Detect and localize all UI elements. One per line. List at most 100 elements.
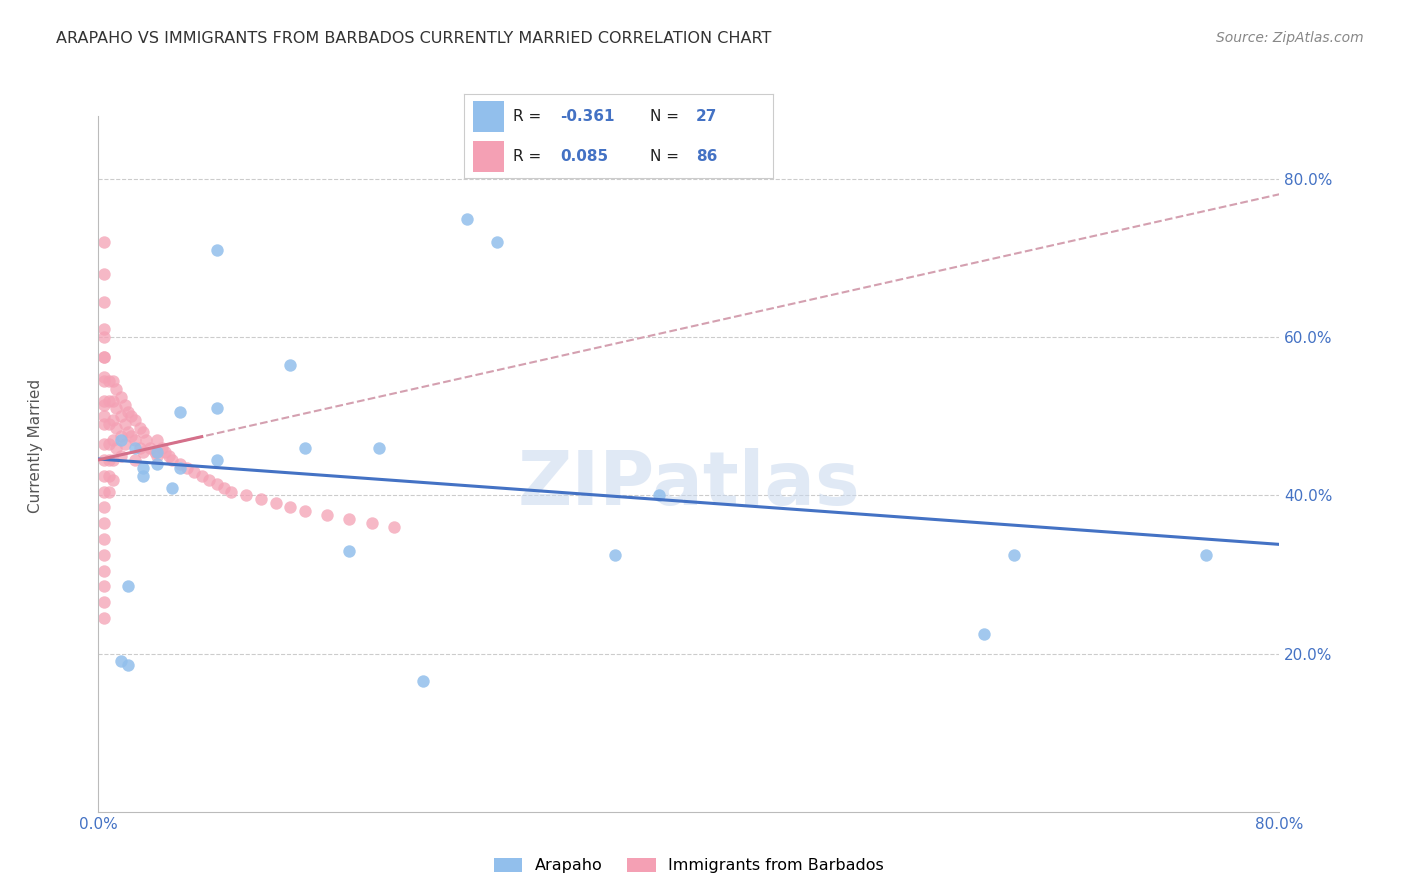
Point [264, 496, 287, 510]
Point [146, 445, 169, 459]
Point [114, 398, 136, 412]
Point [97, 484, 120, 499]
Point [205, 244, 228, 258]
Point [110, 390, 132, 404]
Point [110, 655, 132, 669]
Point [337, 543, 360, 558]
Point [132, 460, 155, 475]
Point [205, 453, 228, 467]
Text: N =: N = [650, 149, 679, 164]
Point [1195, 548, 1218, 562]
Point [103, 453, 125, 467]
Point [605, 548, 627, 562]
Point [117, 658, 139, 673]
Point [93, 235, 115, 250]
Point [117, 425, 139, 440]
Point [128, 421, 150, 435]
Point [97, 453, 120, 467]
Point [169, 405, 191, 419]
Point [360, 516, 382, 530]
Text: ARAPAHO VS IMMIGRANTS FROM BARBADOS CURRENTLY MARRIED CORRELATION CHART: ARAPAHO VS IMMIGRANTS FROM BARBADOS CURR… [56, 31, 772, 46]
Point [93, 393, 115, 408]
Point [486, 235, 509, 250]
Bar [474, 141, 505, 171]
Point [93, 453, 115, 467]
Point [146, 449, 169, 463]
Point [110, 449, 132, 463]
Text: 86: 86 [696, 149, 717, 164]
Point [93, 374, 115, 388]
Point [117, 579, 139, 593]
Point [93, 398, 115, 412]
Point [110, 409, 132, 424]
Point [143, 445, 166, 459]
Point [250, 492, 273, 507]
Point [93, 595, 115, 609]
Point [117, 405, 139, 419]
Point [93, 322, 115, 336]
Point [294, 441, 316, 455]
Point [97, 417, 120, 432]
Point [97, 374, 120, 388]
Text: N =: N = [650, 109, 679, 124]
Point [150, 441, 173, 455]
Point [103, 393, 125, 408]
Text: R =: R = [513, 109, 541, 124]
Point [337, 512, 360, 526]
Point [110, 433, 132, 447]
Point [97, 468, 120, 483]
Point [93, 350, 115, 364]
Point [124, 453, 146, 467]
Point [294, 504, 316, 518]
Text: 27: 27 [696, 109, 717, 124]
Point [176, 460, 198, 475]
Point [198, 473, 221, 487]
Point [93, 548, 115, 562]
Point [139, 441, 162, 455]
Point [219, 484, 242, 499]
Point [132, 445, 155, 459]
Point [153, 445, 176, 459]
Point [110, 429, 132, 443]
Point [124, 433, 146, 447]
Point [169, 457, 191, 471]
Point [93, 468, 115, 483]
Text: ZIPatlas: ZIPatlas [517, 448, 860, 521]
Text: Currently Married: Currently Married [28, 379, 42, 513]
Point [93, 611, 115, 625]
Point [97, 437, 120, 451]
Text: Source: ZipAtlas.com: Source: ZipAtlas.com [1216, 31, 1364, 45]
Point [368, 441, 391, 455]
Point [183, 465, 205, 479]
Point [105, 441, 128, 455]
Point [235, 488, 257, 502]
Point [105, 382, 128, 396]
Point [146, 457, 169, 471]
Point [162, 453, 183, 467]
Point [93, 579, 115, 593]
Point [93, 417, 115, 432]
Point [169, 460, 191, 475]
Point [191, 468, 214, 483]
Point [103, 433, 125, 447]
Point [93, 409, 115, 424]
Point [412, 674, 434, 689]
Text: 0.085: 0.085 [560, 149, 607, 164]
Text: -0.361: -0.361 [560, 109, 614, 124]
Point [103, 473, 125, 487]
Legend: Arapaho, Immigrants from Barbados: Arapaho, Immigrants from Barbados [488, 851, 890, 880]
Point [93, 330, 115, 344]
Point [205, 476, 228, 491]
Point [105, 421, 128, 435]
Bar [474, 102, 505, 132]
Point [132, 468, 155, 483]
Point [93, 369, 115, 384]
Point [97, 393, 120, 408]
Point [316, 508, 339, 523]
Point [162, 481, 183, 495]
Point [212, 481, 235, 495]
Point [278, 358, 302, 372]
Point [93, 516, 115, 530]
Point [135, 433, 157, 447]
Point [157, 449, 180, 463]
